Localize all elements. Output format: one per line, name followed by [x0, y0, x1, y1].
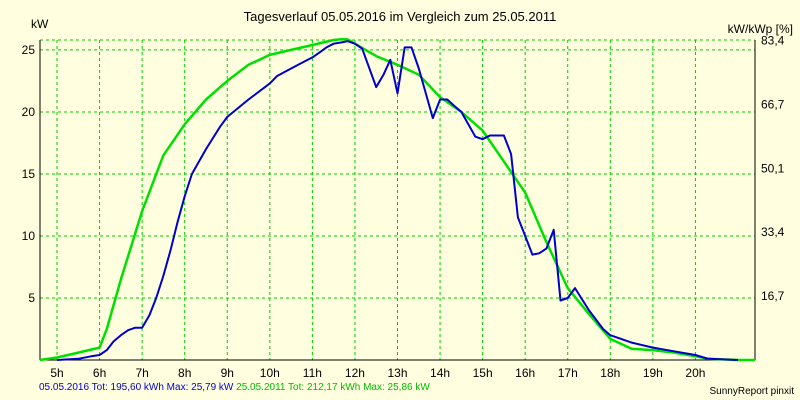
x-tick-label: 15h — [473, 366, 493, 380]
grid — [40, 39, 755, 360]
x-tick-label: 14h — [430, 366, 450, 380]
x-tick-label: 20h — [685, 366, 705, 380]
x-tick-label: 19h — [643, 366, 663, 380]
x-tick-label: 18h — [600, 366, 620, 380]
y2-tick-label: 83,4 — [761, 34, 785, 48]
x-tick-label: 13h — [387, 366, 407, 380]
y-tick-label: 20 — [22, 105, 36, 119]
legend-series-b: 25.05.2011 Tot: 212,17 kWh Max: 25,86 kW — [236, 382, 430, 393]
credit-text: SunnyReport pinxit — [709, 386, 795, 397]
y2-tick-label: 16,7 — [761, 289, 785, 303]
chart-title: Tagesverlauf 05.05.2016 im Vergleich zum… — [243, 9, 557, 24]
series-line-2011 — [39, 38, 755, 362]
tick-labels: 5h 6h 7h 8h 9h 10h 11h 12h 13h 14h 15h 16h 17h 18h 19h… — [22, 34, 785, 380]
y2-tick-label: 50,1 — [761, 161, 785, 175]
legend-series-a: 05.05.2016 Tot: 195,60 kWh Max: 25,79 kW — [39, 382, 234, 393]
left-axis-unit: kW — [31, 17, 49, 31]
x-tick-label: 12h — [345, 366, 365, 380]
y2-tick-label: 33,4 — [761, 225, 785, 239]
series — [39, 38, 755, 362]
x-tick-label: 17h — [558, 366, 578, 380]
x-tick-label: 16h — [515, 366, 535, 380]
x-tick-label: 9h — [221, 366, 234, 380]
axes — [39, 40, 756, 361]
y2-tick-label: 66,7 — [761, 97, 785, 111]
x-tick-label: 8h — [178, 366, 191, 380]
x-tick-label: 7h — [135, 366, 148, 380]
series-line-2016 — [56, 40, 739, 361]
y-tick-label: 15 — [22, 167, 36, 181]
y-tick-label: 5 — [28, 291, 35, 305]
legend: 05.05.2016 Tot: 195,60 kWh Max: 25,79 kW… — [39, 382, 430, 393]
x-tick-label: 10h — [260, 366, 280, 380]
y-tick-label: 25 — [22, 43, 36, 57]
x-tick-label: 11h — [303, 366, 322, 380]
y-tick-label: 10 — [22, 229, 36, 243]
x-tick-label: 5h — [50, 366, 63, 380]
x-tick-label: 6h — [93, 366, 106, 380]
right-axis-unit: kW/kWp [%] — [727, 22, 793, 36]
